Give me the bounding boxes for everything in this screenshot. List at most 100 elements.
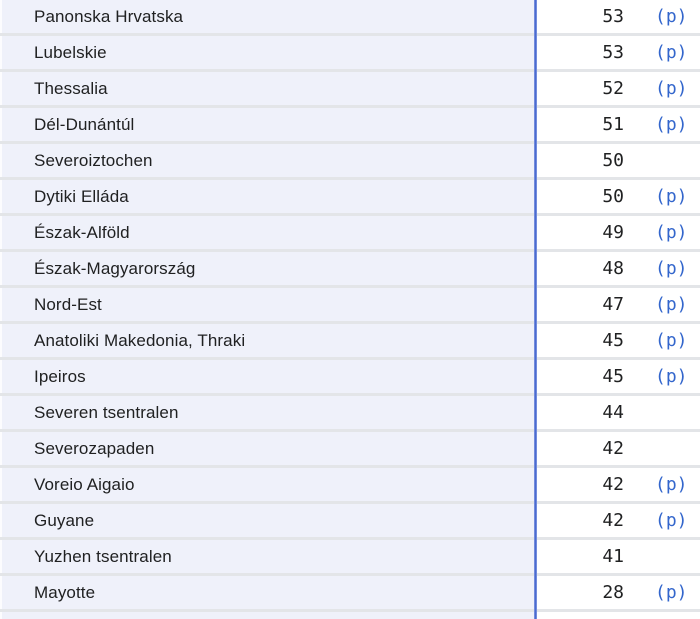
region-name: Thessalia xyxy=(34,78,108,98)
table-row: Dytiki Elláda 50 (p) xyxy=(0,180,700,216)
region-value: 51 xyxy=(602,114,624,135)
region-name-cell: Yuzhen tsentralen xyxy=(0,540,537,573)
region-name-cell: Guyane xyxy=(0,504,537,537)
region-value-cell: 50 xyxy=(537,144,700,177)
table-row: Thessalia 52 (p) xyxy=(0,72,700,108)
region-name-cell: Ipeiros xyxy=(0,360,537,393)
provisional-flag-link[interactable]: (p) xyxy=(655,582,688,603)
region-name-cell: Panonska Hrvatska xyxy=(0,0,537,33)
region-name-cell: Mayotte xyxy=(0,576,537,609)
table-row: Mayotte 28 (p) xyxy=(0,576,700,612)
region-name-cell: Thessalia xyxy=(0,72,537,105)
region-value-cell: 52 (p) xyxy=(537,72,700,105)
region-value: 53 xyxy=(602,6,624,27)
region-name-cell: Nord-Est xyxy=(0,288,537,321)
region-name-cell: Severoiztochen xyxy=(0,144,537,177)
table-row: Panonska Hrvatska 53 (p) xyxy=(0,0,700,36)
region-name: Dél-Dunántúl xyxy=(34,114,135,134)
provisional-flag-link[interactable]: (p) xyxy=(655,6,688,27)
table-row: Dél-Dunántúl 51 (p) xyxy=(0,108,700,144)
region-value-cell: 42 (p) xyxy=(537,468,700,501)
region-name: Anatoliki Makedonia, Thraki xyxy=(34,330,246,350)
region-value-cell: 53 (p) xyxy=(537,0,700,33)
region-name-cell: Lubelskie xyxy=(0,36,537,69)
region-name: Severozapaden xyxy=(34,438,155,458)
region-name: Yuzhen tsentralen xyxy=(34,546,172,566)
region-value: 42 xyxy=(602,510,624,531)
region-value: 45 xyxy=(602,330,624,351)
region-name: Észak-Magyarország xyxy=(34,258,196,278)
region-value: 42 xyxy=(602,474,624,495)
region-value: 41 xyxy=(602,546,624,567)
table-row: Anatoliki Makedonia, Thraki 45 (p) xyxy=(0,324,700,360)
region-name-cell: Észak-Magyarország xyxy=(0,252,537,285)
table-row: Észak-Alföld 49 (p) xyxy=(0,216,700,252)
provisional-flag-link[interactable]: (p) xyxy=(655,42,688,63)
region-name: Észak-Alföld xyxy=(34,222,130,242)
region-value: 47 xyxy=(602,294,624,315)
region-name-cell: Dél-Dunántúl xyxy=(0,108,537,141)
region-value-cell: 48 (p) xyxy=(537,252,700,285)
region-name-cell: Severozapaden xyxy=(0,432,537,465)
provisional-flag-link[interactable]: (p) xyxy=(655,114,688,135)
table-row: Guyane 42 (p) xyxy=(0,504,700,540)
region-value: 28 xyxy=(602,582,624,603)
table-row: Severen tsentralen 44 xyxy=(0,396,700,432)
region-name: Guyane xyxy=(34,510,95,530)
region-value: 44 xyxy=(602,402,624,423)
region-value-cell: 45 (p) xyxy=(537,324,700,357)
region-name-cell: Voreio Aigaio xyxy=(0,468,537,501)
region-name: Severen tsentralen xyxy=(34,402,179,422)
table-row: Ipeiros 45 (p) xyxy=(0,360,700,396)
table-row: Voreio Aigaio 42 (p) xyxy=(0,468,700,504)
region-name: Ipeiros xyxy=(34,366,86,386)
provisional-flag-link[interactable]: (p) xyxy=(655,186,688,207)
table-row: Severoiztochen 50 xyxy=(0,144,700,180)
provisional-flag-link[interactable]: (p) xyxy=(655,222,688,243)
region-value-cell: 49 (p) xyxy=(537,216,700,249)
region-name-cell: Anatoliki Makedonia, Thraki xyxy=(0,324,537,357)
region-value: 48 xyxy=(602,258,624,279)
region-value-cell: 28 (p) xyxy=(537,576,700,609)
provisional-flag-link[interactable]: (p) xyxy=(655,510,688,531)
region-value: 53 xyxy=(602,42,624,63)
region-name: Dytiki Elláda xyxy=(34,186,129,206)
region-value-cell: 50 (p) xyxy=(537,180,700,213)
region-value: 50 xyxy=(602,150,624,171)
region-value-cell: 53 (p) xyxy=(537,36,700,69)
region-name: Mayotte xyxy=(34,582,96,602)
table-row: Lubelskie 53 (p) xyxy=(0,36,700,72)
table-row: Észak-Magyarország 48 (p) xyxy=(0,252,700,288)
region-value-cell: 44 xyxy=(537,396,700,429)
region-name-cell xyxy=(0,612,537,619)
region-name: Severoiztochen xyxy=(34,150,153,170)
region-value: 49 xyxy=(602,222,624,243)
region-value-cell: 42 xyxy=(537,432,700,465)
region-name-cell: Severen tsentralen xyxy=(0,396,537,429)
region-value-cell: 45 (p) xyxy=(537,360,700,393)
table-row: Severozapaden 42 xyxy=(0,432,700,468)
region-name: Panonska Hrvatska xyxy=(34,6,184,26)
region-name: Voreio Aigaio xyxy=(34,474,135,494)
region-value-cell: 41 xyxy=(537,540,700,573)
region-name: Nord-Est xyxy=(34,294,102,314)
provisional-flag-link[interactable]: (p) xyxy=(655,474,688,495)
table-row xyxy=(0,612,700,619)
provisional-flag-link[interactable]: (p) xyxy=(655,330,688,351)
region-value: 50 xyxy=(602,186,624,207)
region-value-cell xyxy=(537,612,700,619)
provisional-flag-link[interactable]: (p) xyxy=(655,258,688,279)
provisional-flag-link[interactable]: (p) xyxy=(655,366,688,387)
region-value: 45 xyxy=(602,366,624,387)
table-row: Yuzhen tsentralen 41 xyxy=(0,540,700,576)
provisional-flag-link[interactable]: (p) xyxy=(655,294,688,315)
column-divider xyxy=(534,0,537,619)
region-value: 52 xyxy=(602,78,624,99)
provisional-flag-link[interactable]: (p) xyxy=(655,78,688,99)
region-name-cell: Észak-Alföld xyxy=(0,216,537,249)
region-value-cell: 42 (p) xyxy=(537,504,700,537)
region-value-cell: 51 (p) xyxy=(537,108,700,141)
region-value-cell: 47 (p) xyxy=(537,288,700,321)
